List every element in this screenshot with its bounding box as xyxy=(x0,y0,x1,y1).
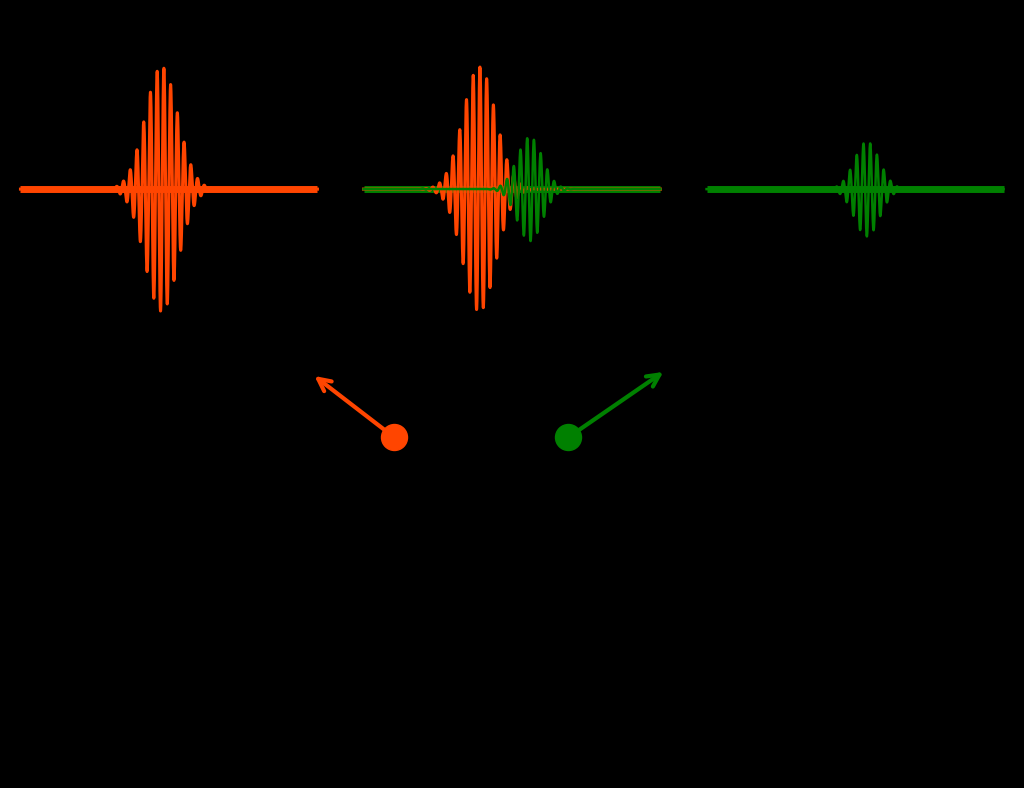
Point xyxy=(560,431,577,444)
Point xyxy=(386,431,402,444)
